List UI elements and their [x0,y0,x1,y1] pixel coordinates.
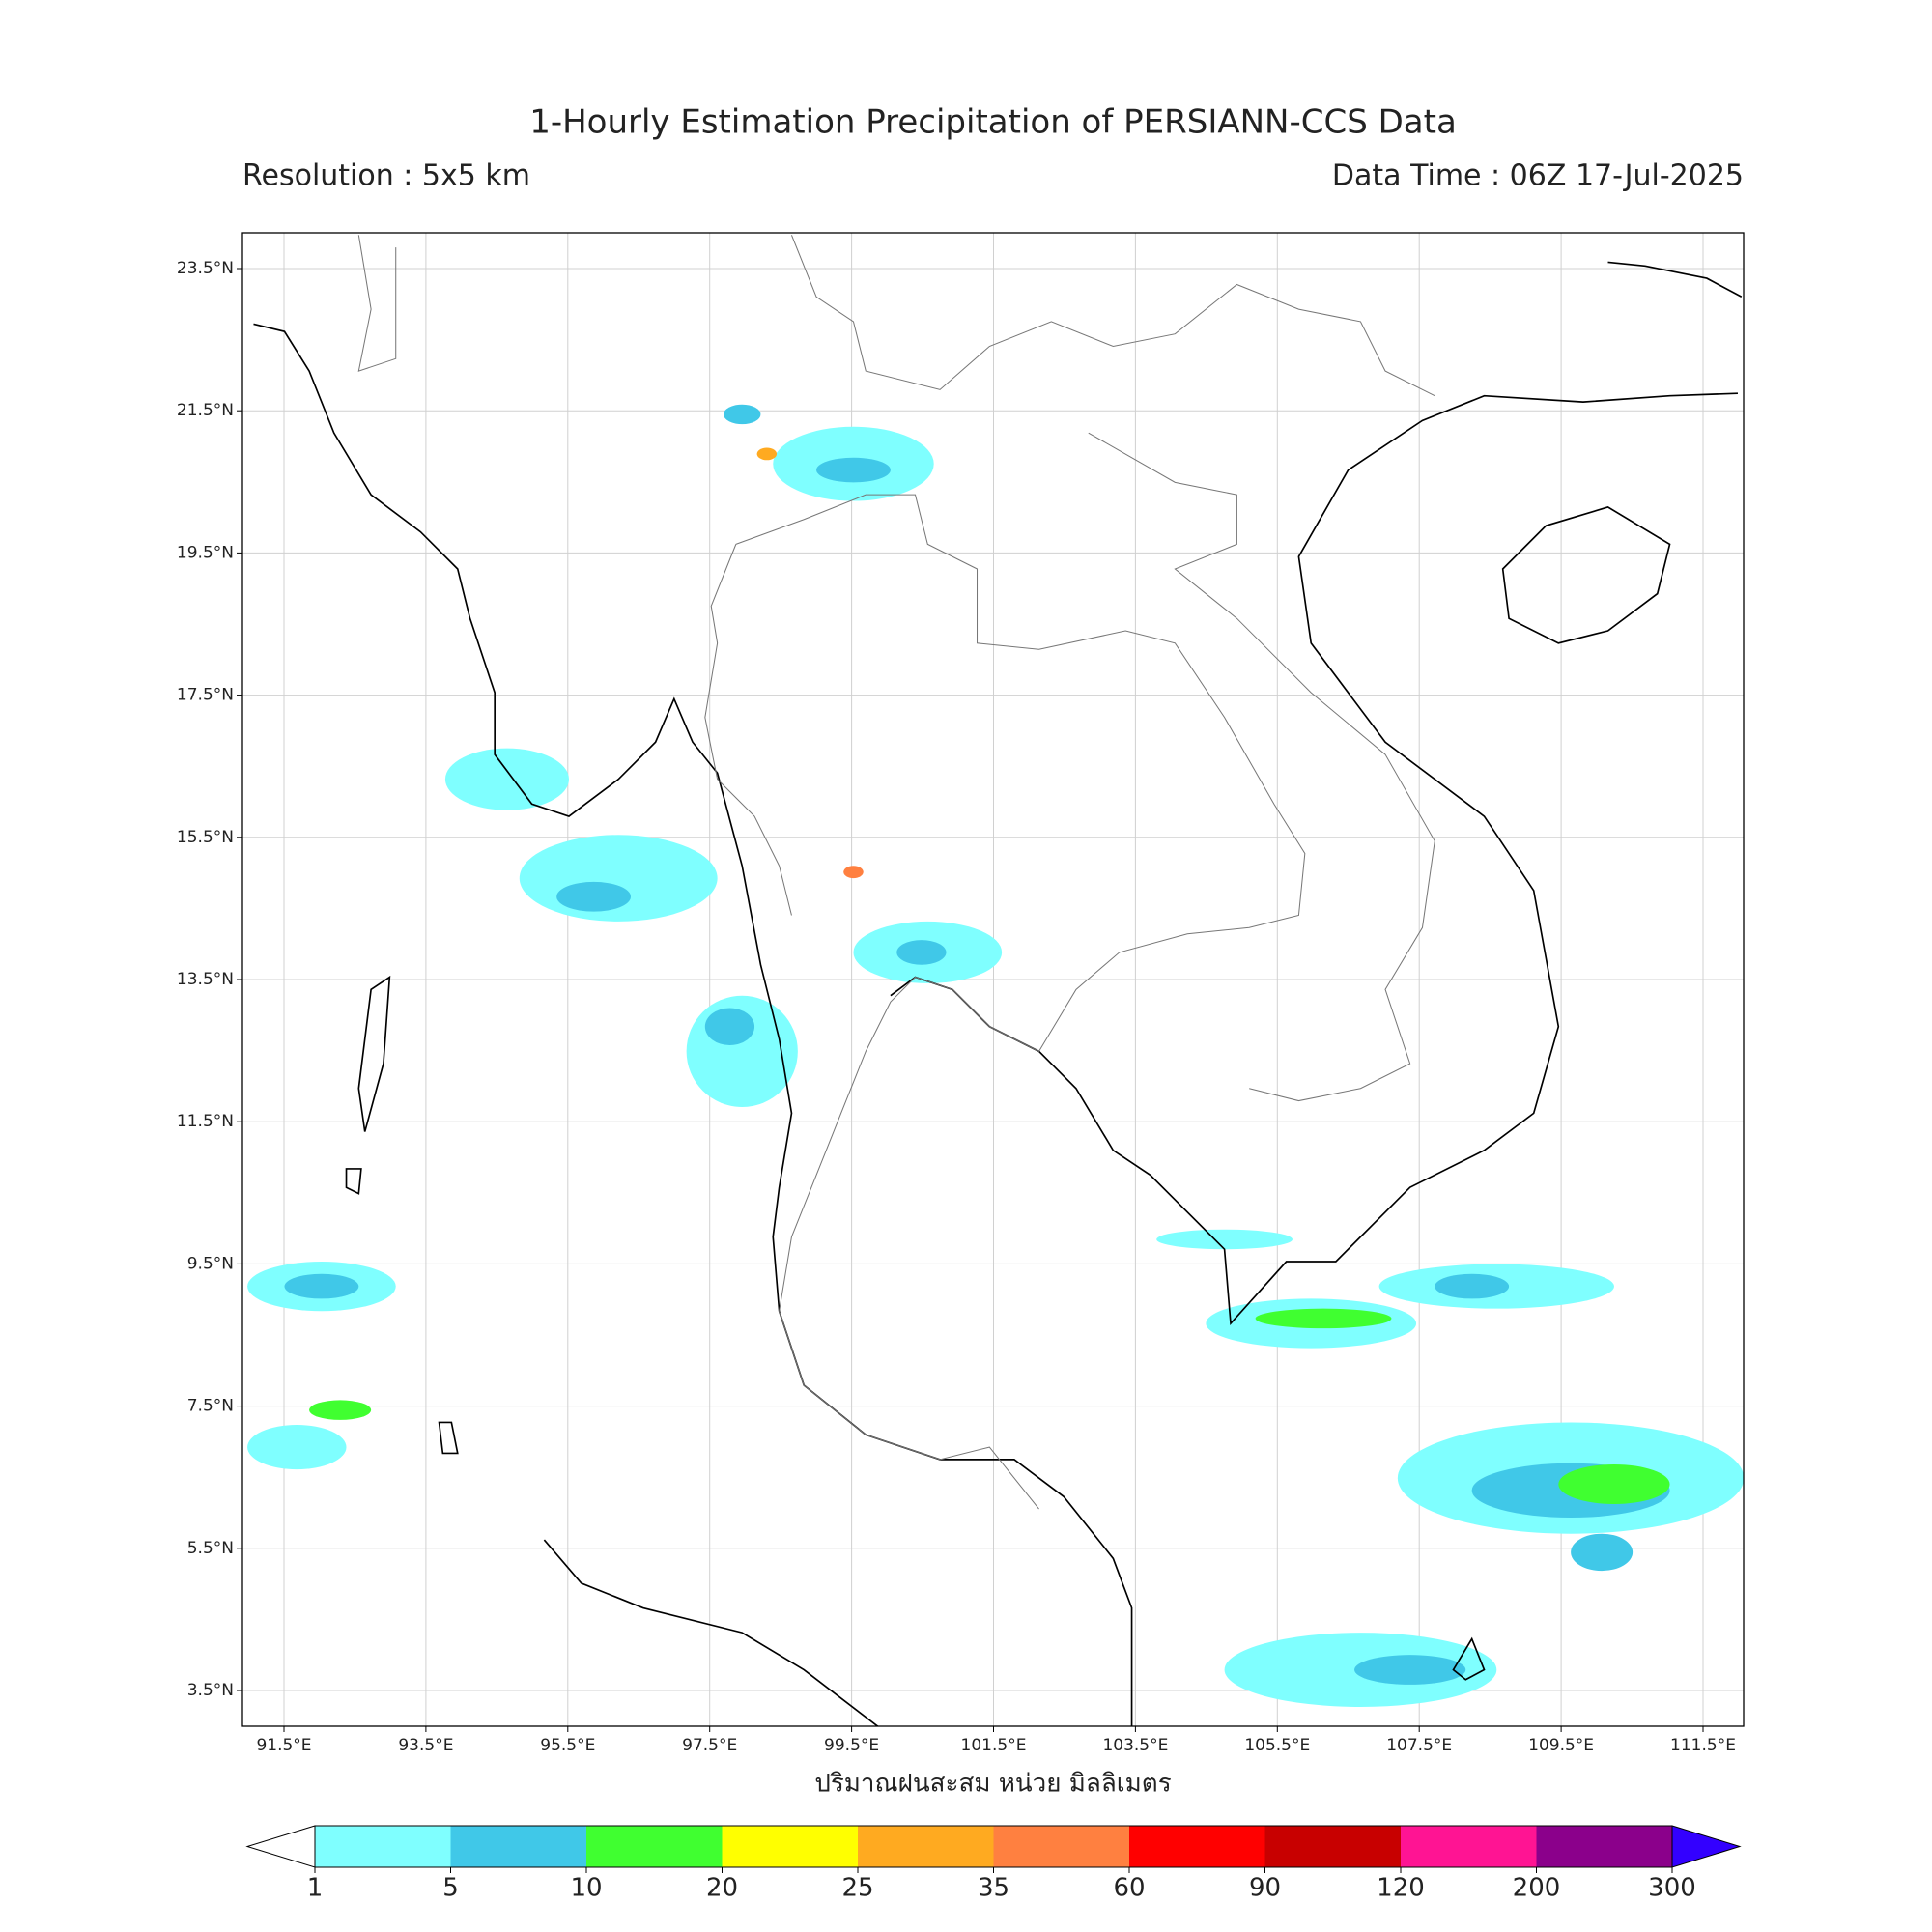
color-bin [1129,1826,1265,1867]
colorbar-tick-label: 25 [841,1874,873,1903]
lat-label: 11.5°N [177,1112,234,1131]
lon-label: 111.5°E [1670,1736,1736,1755]
colorbar-tick-label: 20 [706,1874,738,1903]
lon-label: 93.5°E [398,1736,453,1755]
borders [357,235,1435,1510]
lon-label: 101.5°E [961,1736,1027,1755]
lon-label: 105.5°E [1244,1736,1310,1755]
lat-label: 3.5°N [187,1681,234,1700]
lat-label: 5.5°N [187,1539,234,1558]
lon-label: 91.5°E [256,1736,311,1755]
lon-label: 95.5°E [540,1736,595,1755]
lon-label: 103.5°E [1102,1736,1168,1755]
color-bin [858,1826,994,1867]
lon-label: 109.5°E [1528,1736,1594,1755]
color-bin [722,1826,858,1867]
lat-label: 13.5°N [177,970,234,989]
lon-label: 107.5°E [1386,1736,1452,1755]
title: 1-Hourly Estimation Precipitation of PER… [529,103,1457,142]
colorbar-tick-label: 5 [442,1874,459,1903]
lat-label: 7.5°N [187,1397,234,1416]
colorbar-tick-label: 300 [1648,1874,1696,1903]
precipitation [247,404,1744,1707]
colorbar-tick-label: 90 [1249,1874,1281,1903]
lat-label: 21.5°N [177,401,234,420]
colorbar-tick-label: 60 [1113,1874,1145,1903]
lon-label: 99.5°E [824,1736,879,1755]
color-bin [1401,1826,1537,1867]
color-bin [450,1826,586,1867]
over-triangle [1671,1825,1742,1868]
under-triangle [245,1825,316,1868]
color-bin [586,1826,723,1867]
colorbar-tick-label: 10 [570,1874,602,1903]
map-layer [247,235,1744,1726]
lat-label: 23.5°N [177,259,234,278]
colorbar-tick-label: 35 [978,1874,1009,1903]
color-bin [315,1826,451,1867]
color-bin [1264,1826,1401,1867]
colorbar-tick-label: 1 [307,1874,324,1903]
lat-label: 17.5°N [177,686,234,705]
axis-label: ปริมาณฝนสะสม หน่วย มิลลิเมตร [814,1770,1171,1799]
lat-label: 15.5°N [177,828,234,847]
colorbar-tick-label: 200 [1513,1874,1561,1903]
colorbar: 1 5 10 20 25 35 60 90 120 200 300 [245,1825,1742,1903]
resolution: Resolution : 5x5 km [242,159,530,193]
lat-label: 9.5°N [187,1254,234,1273]
lon-label: 97.5°E [682,1736,737,1755]
colorbar-tick-label: 120 [1377,1874,1425,1903]
color-bin [993,1826,1129,1867]
lat-label: 19.5°N [177,543,234,562]
color-bin [1536,1826,1672,1867]
data-time: Data Time : 06Z 17-Jul-2025 [1332,159,1744,193]
